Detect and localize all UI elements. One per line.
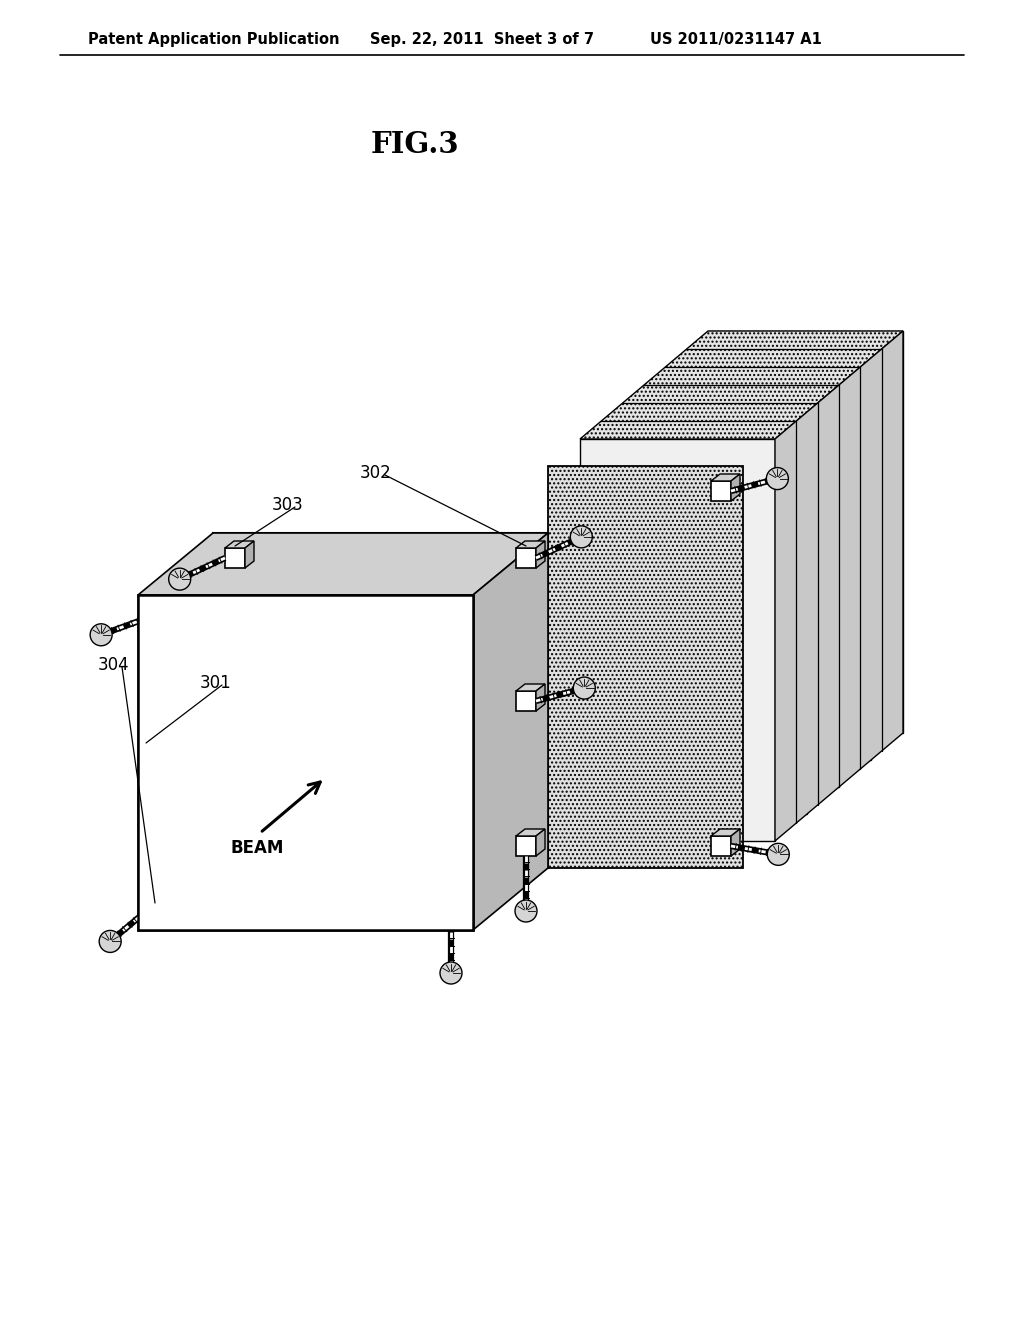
- Polygon shape: [644, 385, 839, 787]
- Polygon shape: [711, 829, 740, 836]
- Polygon shape: [731, 474, 740, 502]
- Polygon shape: [138, 595, 473, 931]
- Polygon shape: [775, 331, 903, 841]
- Polygon shape: [516, 684, 545, 690]
- Polygon shape: [711, 836, 731, 855]
- Polygon shape: [473, 533, 548, 931]
- Polygon shape: [370, 836, 390, 855]
- Polygon shape: [150, 601, 178, 607]
- Circle shape: [90, 624, 113, 645]
- Circle shape: [766, 467, 788, 490]
- Circle shape: [169, 568, 190, 590]
- Polygon shape: [676, 358, 871, 760]
- Circle shape: [515, 900, 537, 921]
- Text: 304: 304: [98, 656, 130, 675]
- Polygon shape: [245, 541, 254, 568]
- Text: 301: 301: [200, 675, 231, 692]
- Circle shape: [767, 843, 790, 866]
- Polygon shape: [516, 829, 545, 836]
- Polygon shape: [461, 891, 469, 917]
- Polygon shape: [711, 474, 740, 480]
- Polygon shape: [536, 684, 545, 711]
- Polygon shape: [213, 533, 548, 869]
- Polygon shape: [731, 829, 740, 855]
- Circle shape: [573, 677, 595, 700]
- Circle shape: [369, 900, 391, 921]
- Circle shape: [570, 525, 592, 548]
- Polygon shape: [170, 601, 178, 627]
- Polygon shape: [580, 331, 903, 440]
- Polygon shape: [150, 607, 170, 627]
- Polygon shape: [225, 541, 254, 548]
- Polygon shape: [536, 541, 545, 568]
- Polygon shape: [150, 891, 178, 898]
- Text: FIG.3: FIG.3: [371, 129, 460, 158]
- Polygon shape: [516, 690, 536, 711]
- Polygon shape: [580, 440, 775, 841]
- Polygon shape: [612, 412, 807, 814]
- Polygon shape: [150, 898, 170, 917]
- Polygon shape: [536, 829, 545, 855]
- Circle shape: [99, 931, 121, 953]
- Text: Patent Application Publication: Patent Application Publication: [88, 32, 340, 48]
- Polygon shape: [441, 898, 461, 917]
- Text: US 2011/0231147 A1: US 2011/0231147 A1: [650, 32, 822, 48]
- Polygon shape: [170, 891, 178, 917]
- Text: 303: 303: [272, 496, 304, 513]
- Polygon shape: [138, 533, 548, 595]
- Text: BEAM: BEAM: [230, 840, 284, 857]
- Polygon shape: [711, 480, 731, 502]
- Polygon shape: [516, 541, 545, 548]
- Polygon shape: [225, 548, 245, 568]
- Polygon shape: [138, 595, 473, 931]
- Text: Sep. 22, 2011  Sheet 3 of 7: Sep. 22, 2011 Sheet 3 of 7: [370, 32, 594, 48]
- Polygon shape: [708, 331, 903, 733]
- Polygon shape: [516, 836, 536, 855]
- Polygon shape: [390, 829, 399, 855]
- Polygon shape: [548, 466, 743, 869]
- Polygon shape: [516, 548, 536, 568]
- Polygon shape: [370, 829, 399, 836]
- Text: 302: 302: [360, 465, 392, 482]
- Polygon shape: [441, 891, 469, 898]
- Circle shape: [440, 962, 462, 983]
